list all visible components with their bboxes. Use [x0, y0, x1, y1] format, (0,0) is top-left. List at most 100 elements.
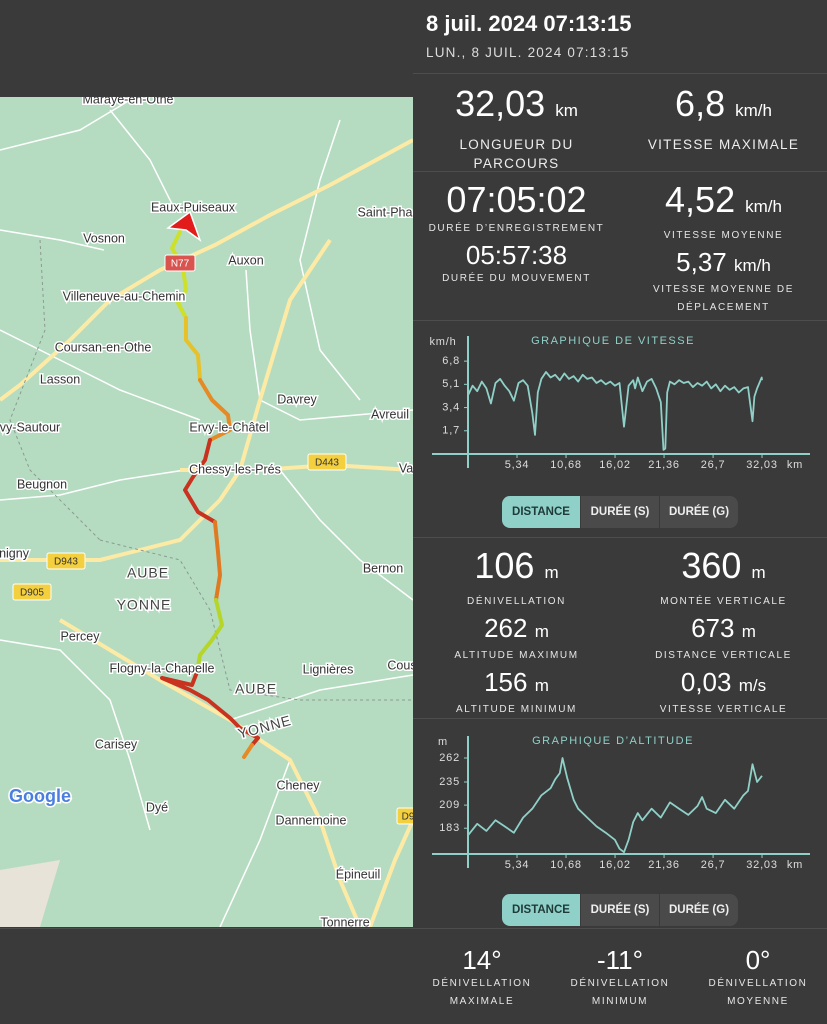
- stat-unit: km/h: [734, 256, 771, 275]
- place-label: Épineuil: [336, 866, 380, 881]
- place-label: Saint-Pha: [358, 205, 413, 219]
- date-title: 8 juil. 2024 07:13:15: [426, 11, 632, 36]
- divider: [0, 928, 827, 929]
- stat: 6,8 km/h VITESSE MAXIMALE: [620, 84, 827, 154]
- place-label: Percey: [61, 629, 101, 643]
- y-tick-label: 235: [439, 776, 460, 788]
- x-tick-label: 21,36: [648, 459, 680, 471]
- x-tick-label: 5,34: [505, 859, 530, 871]
- stat-label: DÉNIVELLATION MAXIMALE: [432, 978, 532, 1007]
- divider: [413, 73, 827, 74]
- altitude-chart: GRAPHIQUE D’ALTITUDE m 183 209 235 262 5,34 10,…: [432, 735, 810, 871]
- divider: [413, 171, 827, 172]
- data-line: [467, 371, 763, 451]
- stat-value: 0,03: [680, 667, 732, 697]
- stat-value: 156: [484, 667, 528, 697]
- stat-label: ALTITUDE MINIMUM: [456, 704, 577, 715]
- map-attribution: Google: [9, 786, 71, 806]
- speed-chart: GRAPHIQUE DE VITESSE km/h 1,7 3,4 5,1 6,8 5,34…: [429, 335, 810, 471]
- place-label: Lasson: [40, 372, 80, 386]
- tab-group: DISTANCE DURÉE (S) DURÉE (G): [502, 894, 738, 926]
- tab-button[interactable]: DISTANCE: [502, 496, 580, 528]
- stat-value: 0°: [745, 945, 771, 975]
- road-label: D905: [20, 588, 44, 599]
- place-label: Va: [399, 461, 413, 475]
- place-label: AUBE: [235, 681, 277, 697]
- x-tick-label: 16,02: [599, 459, 631, 471]
- stat-value: 673: [691, 613, 735, 643]
- place-label: Cous: [387, 658, 413, 672]
- stat-label: DURÉE D’ENREGISTREMENT: [428, 223, 605, 234]
- route: [160, 230, 260, 759]
- stat-value: 262: [484, 613, 528, 643]
- place-label: Villeneuve-au-Chemin: [63, 289, 186, 303]
- minor-roads: [0, 99, 413, 927]
- stat: 4,52 km/h VITESSE MOYENNE 5,37 km/h VITE…: [620, 180, 827, 317]
- y-axis-unit: km/h: [429, 336, 456, 348]
- stat-unit: m: [534, 676, 549, 695]
- x-axis-unit: km: [787, 459, 803, 471]
- stat-value: 5,37: [676, 247, 727, 277]
- divider: [413, 320, 827, 321]
- x-tick-label: 16,02: [599, 859, 631, 871]
- stat-label: DÉNIVELLATION MINIMUM: [570, 978, 670, 1007]
- tab-button[interactable]: DISTANCE: [502, 894, 580, 926]
- place-label: Vosnon: [83, 231, 125, 245]
- place-label: Maraye-en-Othe: [82, 97, 173, 106]
- stat-value: -11°: [596, 945, 644, 975]
- stat: -11° DÉNIVELLATION MINIMUM: [551, 945, 689, 1011]
- place-label: Carisey: [95, 737, 138, 751]
- place-label: Cheney: [276, 778, 320, 792]
- tab-button[interactable]: DURÉE (G): [659, 496, 738, 528]
- stat-label: VITESSE MAXIMALE: [647, 137, 800, 152]
- y-tick-label: 5,1: [442, 378, 460, 390]
- x-tick-label: 10,68: [550, 459, 582, 471]
- stat-value: 360: [681, 545, 742, 586]
- stat-unit: m: [544, 563, 559, 582]
- tab-group: DISTANCE DURÉE (S) DURÉE (G): [502, 496, 738, 528]
- x-tick-label: 10,68: [550, 859, 582, 871]
- position-marker: [165, 210, 202, 243]
- tab-button[interactable]: DURÉE (S): [580, 496, 659, 528]
- place-label: Dannemoine: [276, 813, 347, 827]
- x-tick-label: 5,34: [505, 459, 530, 471]
- y-tick-label: 209: [439, 799, 460, 811]
- stat-unit: km/h: [745, 197, 782, 216]
- place-label: Ervy-le-Châtel: [189, 420, 268, 434]
- stat-unit: m: [741, 622, 756, 641]
- stat-label: DÉNIVELLATION: [467, 596, 566, 607]
- place-label: Davrey: [277, 392, 317, 406]
- map[interactable]: Maraye-en-Othe Eaux-Puiseaux Vosnon Saint-P…: [0, 97, 413, 927]
- x-tick-label: 21,36: [648, 859, 680, 871]
- x-axis-unit: km: [787, 859, 803, 871]
- chart-title: GRAPHIQUE DE VITESSE: [531, 335, 695, 347]
- stat-label: DURÉE DU MOUVEMENT: [442, 273, 591, 284]
- place-label: Auxon: [228, 253, 263, 267]
- road-badge: [46, 552, 86, 570]
- stat-label: DISTANCE VERTICALE: [655, 650, 792, 661]
- road-badge: [164, 254, 196, 272]
- stat: 32,03 km LONGUEUR DU PARCOURS: [413, 84, 620, 173]
- tab-button[interactable]: DURÉE (G): [659, 894, 738, 926]
- tab-button[interactable]: DURÉE (S): [580, 894, 659, 926]
- stat: 106 m DÉNIVELLATION 262 m ALTITUDE MAXIM…: [413, 546, 620, 719]
- stat-unit: m: [751, 563, 766, 582]
- x-tick-label: 26,7: [701, 459, 726, 471]
- stat-value: 32,03: [455, 83, 546, 124]
- stat: 14° DÉNIVELLATION MAXIMALE: [413, 945, 551, 1011]
- place-label: Coursan-en-Othe: [55, 340, 152, 354]
- stat-value: 05:57:38: [465, 240, 568, 270]
- stat: 07:05:02 DURÉE D’ENREGISTREMENT 05:57:38…: [413, 180, 620, 288]
- stat-value: 6,8: [675, 83, 726, 124]
- road-label: N77: [171, 259, 190, 270]
- y-tick-label: 3,4: [442, 401, 460, 413]
- map-labels: Maraye-en-Othe Eaux-Puiseaux Vosnon Saint-P…: [0, 97, 413, 927]
- y-axis-unit: m: [438, 736, 448, 748]
- divider: [413, 718, 827, 719]
- stat-label: LONGUEUR DU PARCOURS: [459, 137, 574, 171]
- data-line: [467, 757, 763, 854]
- stat-value: 106: [474, 545, 535, 586]
- road-label: D943: [54, 557, 78, 568]
- stat-label: DÉNIVELLATION MOYENNE: [708, 978, 808, 1007]
